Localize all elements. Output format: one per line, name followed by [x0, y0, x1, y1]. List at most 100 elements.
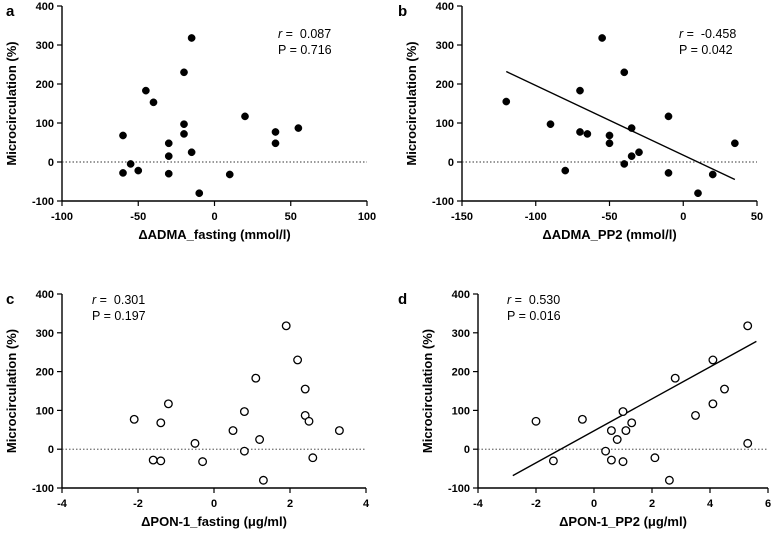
- data-point: [618, 407, 628, 417]
- x-tick-label: -100: [525, 211, 547, 223]
- r-symbol: r: [507, 293, 512, 307]
- data-point: [164, 152, 173, 160]
- y-tick-label: 200: [452, 367, 470, 379]
- p-value-annotation: P = 0.042: [679, 43, 733, 57]
- y-tick-label: 400: [36, 289, 54, 301]
- data-point: [576, 86, 584, 95]
- y-tick-label: 100: [36, 118, 54, 130]
- data-point: [271, 128, 280, 136]
- data-point: [281, 321, 291, 331]
- data-point: [251, 373, 261, 383]
- data-point: [134, 166, 143, 175]
- panel-c: c -100 0 100 200 300 400 -4 -2 0 2 4 ΔPON-1_fasting …: [4, 289, 370, 529]
- data-point: [164, 169, 173, 178]
- panel-letter: a: [6, 3, 15, 20]
- data-point: [239, 446, 249, 456]
- y-tick-label: 0: [48, 444, 54, 456]
- panel-a: a -100 0 100 200 300 400 -100 -50 0 50 100 ΔADMA_fas…: [4, 1, 376, 242]
- data-point: [142, 86, 150, 95]
- x-tick-label: -4: [57, 498, 68, 510]
- r-value: = 0.301: [96, 293, 145, 307]
- r-value-annotation: r = 0.301: [92, 293, 145, 307]
- x-tick-label: 0: [211, 498, 217, 510]
- data-point: [708, 355, 718, 365]
- data-point: [561, 166, 570, 175]
- data-point: [664, 112, 673, 121]
- data-point: [743, 438, 753, 448]
- x-tick-label: -2: [133, 498, 143, 510]
- y-tick-label: 100: [36, 405, 54, 417]
- r-value-annotation: r = 0.087: [278, 27, 331, 41]
- y-axis-title: Microcirculation (%): [4, 41, 19, 165]
- data-point: [548, 456, 558, 466]
- data-point: [187, 148, 196, 157]
- y-tick-label: 200: [36, 79, 54, 91]
- x-axis-title: ΔPON-1_PP2 (μg/ml): [559, 514, 687, 529]
- data-point: [308, 453, 318, 463]
- y-tick-label: 200: [36, 367, 54, 379]
- data-point: [180, 68, 188, 77]
- r-value-annotation: r = -0.458: [679, 27, 736, 41]
- x-axis-title: ΔADMA_PP2 (mmol/l): [542, 227, 676, 242]
- data-point: [228, 426, 238, 436]
- x-axis-title: ΔPON-1_fasting (μg/ml): [141, 514, 287, 529]
- data-point: [583, 130, 592, 138]
- data-point: [148, 455, 158, 465]
- x-tick-label: 2: [649, 498, 655, 510]
- data-point: [627, 124, 636, 132]
- r-value-annotation: r = 0.530: [507, 293, 560, 307]
- data-point: [239, 407, 249, 417]
- x-tick-label: 50: [285, 211, 297, 223]
- y-tick-label: -100: [32, 196, 54, 208]
- data-point: [618, 457, 628, 467]
- data-point: [606, 426, 616, 436]
- data-point: [612, 435, 622, 444]
- data-point: [664, 475, 674, 485]
- y-tick-label: 200: [436, 79, 454, 91]
- p-value-annotation: P = 0.016: [507, 309, 561, 323]
- data-point: [694, 189, 702, 198]
- y-axis-title: Microcirculation (%): [4, 329, 19, 453]
- r-symbol: r: [278, 27, 283, 41]
- data-point: [620, 68, 629, 77]
- data-point: [241, 112, 249, 121]
- x-tick-label: 100: [358, 211, 376, 223]
- data-point: [293, 355, 303, 365]
- data-point: [164, 139, 173, 148]
- y-tick-label: 400: [36, 1, 54, 13]
- data-point: [621, 426, 631, 436]
- panel-b: b -100 0 100 200 300 400 -150 -100 -50 0 50 ΔADMA_PP…: [398, 1, 763, 242]
- x-tick-label: 0: [591, 498, 597, 510]
- r-symbol: r: [679, 27, 684, 41]
- data-point: [620, 160, 629, 168]
- x-tick-label: -100: [51, 211, 73, 223]
- y-tick-label: 100: [436, 118, 454, 130]
- data-point: [691, 410, 700, 420]
- data-point: [258, 475, 268, 485]
- data-point: [502, 97, 511, 106]
- data-point: [606, 455, 616, 465]
- y-tick-label: -100: [448, 483, 470, 495]
- data-point: [627, 418, 637, 428]
- y-tick-label: 0: [464, 444, 470, 456]
- data-point: [601, 446, 611, 456]
- x-tick-label: 0: [680, 211, 686, 223]
- data-point: [731, 139, 739, 148]
- data-point: [180, 130, 188, 138]
- data-point: [195, 189, 204, 198]
- y-tick-label: -100: [32, 483, 54, 495]
- data-point: [664, 169, 673, 177]
- x-tick-label: 6: [765, 498, 771, 510]
- panel-letter: d: [398, 291, 407, 308]
- x-tick-label: -4: [473, 498, 484, 510]
- panel-letter: b: [398, 3, 407, 20]
- data-point: [635, 148, 643, 157]
- y-tick-label: 400: [436, 1, 454, 13]
- data-point: [334, 426, 344, 436]
- y-tick-label: 0: [448, 157, 454, 169]
- data-point: [577, 414, 587, 424]
- data-point: [187, 34, 196, 42]
- y-tick-label: 100: [452, 405, 470, 417]
- data-point: [598, 34, 606, 42]
